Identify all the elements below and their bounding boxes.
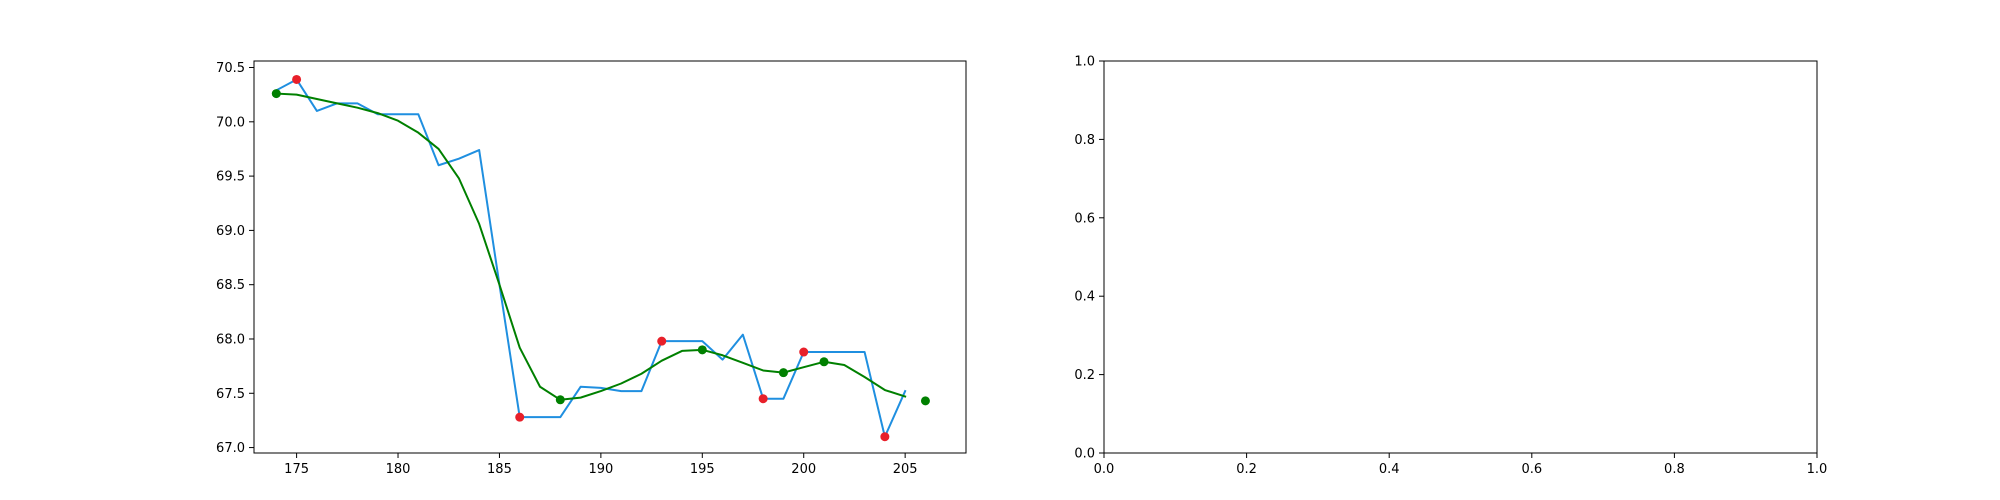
chart-2-y-tick-label: 1.0	[1074, 55, 1095, 70]
chart-2-y-tick-label: 0.2	[1074, 368, 1095, 383]
chart-1-x-tick-label: 180	[386, 462, 411, 477]
chart-1-axes-frame	[253, 60, 967, 454]
chart-1-y-tick-label: 68.0	[216, 332, 245, 347]
chart-1-series-3-point	[880, 432, 890, 442]
chart-1-series-3-point	[799, 347, 809, 357]
chart-1-x-tick-label: 205	[893, 462, 918, 477]
chart-1-series-3-point	[758, 394, 768, 404]
chart-2-y-tick-label: 0.4	[1074, 290, 1095, 305]
chart-2-y-tick-label: 0.8	[1074, 133, 1095, 148]
chart-1-series-3-point	[292, 74, 302, 84]
chart-1-series-2-line	[275, 92, 907, 401]
chart-1-y-tick-label: 67.5	[216, 387, 245, 402]
chart-1-series-4-point	[819, 357, 829, 367]
chart-1-series-4-point	[555, 395, 565, 405]
chart-2-x-tick-label: 0.0	[1094, 462, 1115, 477]
chart-1-x-tick-label: 200	[791, 462, 816, 477]
chart-2-x-tick-label: 0.2	[1236, 462, 1257, 477]
chart-2-x-tick-label: 0.6	[1521, 462, 1542, 477]
chart-2-x-tick-label: 0.8	[1664, 462, 1685, 477]
left-line-chart: 175 180 185 190 195 200 205 67.0 67.5 68.0 68.5 69.…	[216, 60, 967, 477]
chart-2-x-tick-label: 0.4	[1379, 462, 1400, 477]
chart-1-y-tick-label: 70.0	[216, 115, 245, 130]
chart-2-y-tick-label: 0.6	[1074, 211, 1095, 226]
chart-1-y-tick-label: 70.5	[216, 61, 245, 76]
chart-1-y-tick-label: 69.0	[216, 224, 245, 239]
right-empty-chart: 0.0 0.2 0.4 0.6 0.8 1.0 0.0 0.2 0.4 0.6 0.8 1.0	[1074, 55, 1827, 478]
chart-1-y-tick-label: 67.0	[216, 441, 245, 456]
chart-1-x-tick-label: 190	[588, 462, 613, 477]
chart-1-series-4-point	[271, 89, 281, 99]
chart-1-y-tick-label: 68.5	[216, 278, 245, 293]
chart-2-y-tick-label: 0.0	[1074, 447, 1095, 462]
chart-1-x-tick-label: 195	[690, 462, 715, 477]
chart-2-x-tick-label: 1.0	[1807, 462, 1828, 477]
chart-1-series-4-point	[920, 396, 930, 406]
chart-1-x-tick-label: 185	[487, 462, 512, 477]
chart-1-series-3-point	[515, 412, 525, 422]
chart-1-series-4-point	[697, 345, 707, 355]
chart-1-series-3-point	[657, 336, 667, 346]
chart-1-series-4-point	[778, 368, 788, 378]
chart-1-y-tick-label: 69.5	[216, 170, 245, 185]
chart-2-axes-frame	[1103, 60, 1818, 454]
chart-1-x-tick-label: 175	[284, 462, 309, 477]
